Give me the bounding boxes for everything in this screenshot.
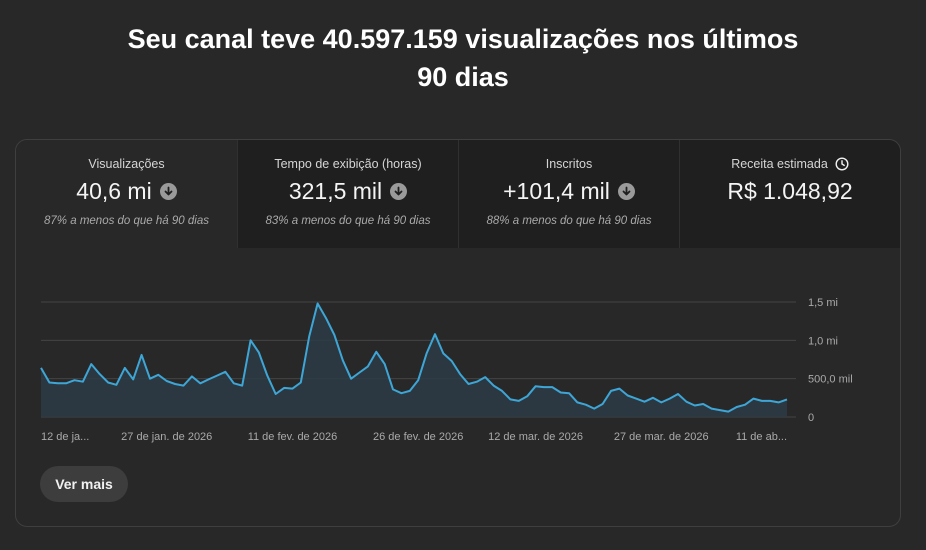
- tab-receita-estimada[interactable]: Receita estimada R$ 1.048,92: [679, 140, 900, 248]
- tab-label: Visualizações: [88, 157, 165, 171]
- page-title-line-2: 90 dias: [417, 62, 509, 92]
- tab-note: 88% a menos do que há 90 dias: [486, 215, 652, 227]
- page-title-line-1: Seu canal teve 40.597.159 visualizações …: [127, 24, 799, 54]
- ver-mais-button[interactable]: Ver mais: [40, 466, 128, 502]
- tab-label: Inscritos: [545, 157, 593, 171]
- arrow-down-icon: [617, 183, 635, 200]
- tab-note: 83% a menos do que há 90 dias: [265, 215, 431, 227]
- tab-value: R$ 1.048,92: [680, 178, 900, 205]
- page-title: Seu canal teve 40.597.159 visualizações …: [0, 20, 926, 96]
- tab-value-text: 321,5 mil: [288, 178, 383, 204]
- metric-tabs: Visualizações 40,6 mi 87% a menos do que…: [16, 140, 900, 248]
- y-tick-label: 500,0 mil: [808, 374, 853, 386]
- x-tick-label: 11 de fev. de 2026: [248, 431, 338, 443]
- tab-label: Tempo de exibição (horas): [274, 157, 422, 171]
- x-tick-label: 27 de mar. de 2026: [614, 431, 709, 443]
- x-tick-label: 12 de ja...: [41, 431, 89, 443]
- tab-value-text: R$ 1.048,92: [727, 178, 853, 204]
- y-tick-label: 0: [808, 412, 814, 424]
- tab-visualizacoes[interactable]: Visualizações 40,6 mi 87% a menos do que…: [16, 140, 237, 248]
- tab-label: Receita estimada: [680, 157, 900, 171]
- tab-value-text: +101,4 mil: [503, 178, 610, 204]
- tab-value: 321,5 mil: [238, 178, 458, 205]
- clock-icon[interactable]: [835, 157, 849, 171]
- tab-inscritos[interactable]: Inscritos +101,4 mil 88% a menos do que …: [458, 140, 679, 248]
- y-tick-label: 1,5 mi: [808, 297, 838, 309]
- tab-value: +101,4 mil: [459, 178, 679, 205]
- views-chart[interactable]: 0 500,0 mil 1,0 mi 1,5 mi 12 de ja... 27 de j…: [16, 140, 900, 460]
- tab-value: 40,6 mi: [16, 178, 237, 205]
- x-tick-label: 27 de jan. de 2026: [121, 431, 212, 443]
- series-line: [40, 302, 788, 413]
- x-tick-label: 26 de fev. de 2026: [373, 431, 463, 443]
- y-tick-label: 1,0 mi: [808, 335, 838, 347]
- tab-value-text: 40,6 mi: [76, 178, 152, 204]
- series-area: [41, 303, 787, 417]
- tab-label-text: Receita estimada: [731, 157, 828, 171]
- x-tick-label: 11 de ab...: [736, 431, 787, 443]
- analytics-card: Visualizações 40,6 mi 87% a menos do que…: [15, 139, 901, 527]
- arrow-down-icon: [159, 183, 177, 200]
- arrow-down-icon: [390, 183, 408, 200]
- tab-tempo-de-exibicao[interactable]: Tempo de exibição (horas) 321,5 mil 83% …: [237, 140, 458, 248]
- x-tick-label: 12 de mar. de 2026: [488, 431, 583, 443]
- tab-note: 87% a menos do que há 90 dias: [44, 215, 209, 227]
